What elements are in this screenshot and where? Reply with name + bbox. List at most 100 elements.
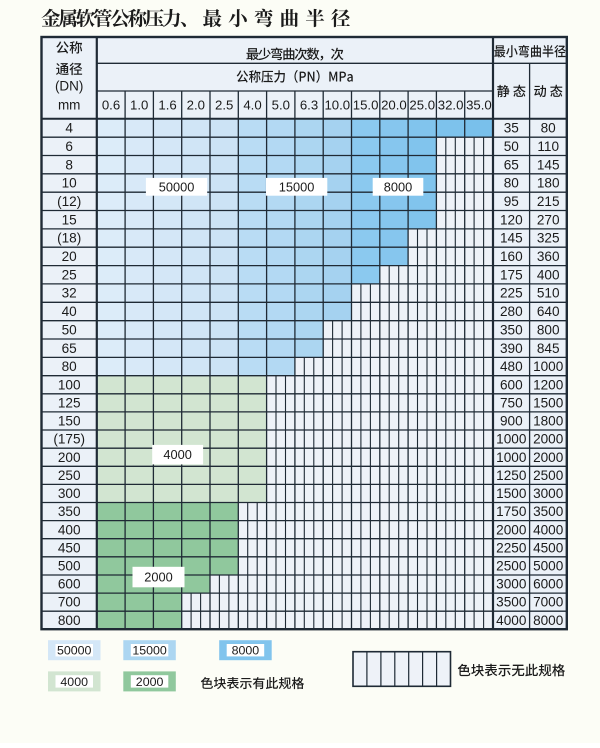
svg-text:1750: 1750: [496, 504, 527, 519]
svg-text:360: 360: [537, 249, 560, 264]
svg-text:3500: 3500: [496, 595, 527, 610]
svg-text:2.5: 2.5: [215, 98, 233, 113]
svg-text:1000: 1000: [496, 450, 527, 465]
svg-text:25.0: 25.0: [409, 98, 435, 113]
svg-text:280: 280: [500, 304, 523, 319]
svg-text:180: 180: [537, 176, 560, 191]
svg-text:215: 215: [537, 194, 560, 209]
svg-text:80: 80: [541, 121, 557, 136]
svg-text:2000: 2000: [136, 675, 164, 689]
svg-text:4000: 4000: [533, 522, 564, 537]
svg-text:145: 145: [537, 157, 560, 172]
svg-text:(DN): (DN): [55, 79, 84, 94]
svg-text:125: 125: [58, 396, 81, 411]
svg-text:325: 325: [537, 231, 560, 246]
svg-text:145: 145: [500, 231, 523, 246]
svg-text:25: 25: [62, 267, 77, 282]
svg-text:2500: 2500: [533, 468, 564, 483]
svg-text:20.0: 20.0: [381, 98, 407, 113]
svg-text:600: 600: [500, 377, 523, 392]
svg-text:270: 270: [537, 212, 560, 227]
svg-text:6000: 6000: [533, 577, 564, 592]
svg-text:600: 600: [58, 577, 81, 592]
svg-text:1500: 1500: [533, 396, 564, 411]
svg-text:1500: 1500: [496, 486, 527, 501]
svg-text:50000: 50000: [57, 644, 92, 658]
svg-text:500: 500: [58, 559, 81, 574]
svg-text:1250: 1250: [496, 468, 527, 483]
svg-text:200: 200: [58, 450, 81, 465]
svg-text:1000: 1000: [533, 359, 564, 374]
svg-text:225: 225: [500, 286, 523, 301]
svg-text:5000: 5000: [533, 559, 564, 574]
svg-text:(12): (12): [57, 194, 81, 209]
svg-text:8000: 8000: [232, 644, 260, 658]
svg-text:80: 80: [504, 176, 520, 191]
svg-text:510: 510: [537, 286, 560, 301]
svg-text:900: 900: [500, 414, 523, 429]
svg-text:4500: 4500: [533, 540, 564, 555]
svg-text:350: 350: [58, 504, 81, 519]
svg-text:3500: 3500: [533, 504, 564, 519]
svg-text:15000: 15000: [132, 644, 167, 658]
svg-text:4000: 4000: [60, 675, 88, 689]
svg-text:65: 65: [504, 157, 519, 172]
svg-text:700: 700: [58, 595, 81, 610]
svg-text:250: 250: [58, 468, 81, 483]
svg-text:4000: 4000: [496, 613, 527, 628]
svg-text:40: 40: [62, 304, 78, 319]
svg-text:4.0: 4.0: [243, 98, 261, 113]
svg-text:35: 35: [504, 121, 519, 136]
svg-text:350: 350: [500, 322, 523, 337]
svg-text:15000: 15000: [279, 179, 315, 194]
svg-text:120: 120: [500, 212, 523, 227]
svg-text:2500: 2500: [496, 559, 527, 574]
svg-text:mm: mm: [58, 98, 81, 113]
svg-text:400: 400: [58, 522, 81, 537]
svg-text:450: 450: [58, 540, 81, 555]
svg-text:32: 32: [62, 286, 77, 301]
svg-text:15.0: 15.0: [353, 98, 379, 113]
svg-text:50: 50: [504, 139, 520, 154]
svg-text:6.3: 6.3: [300, 98, 318, 113]
svg-text:3000: 3000: [496, 577, 527, 592]
svg-text:390: 390: [500, 341, 523, 356]
svg-text:95: 95: [504, 194, 519, 209]
svg-text:7000: 7000: [533, 595, 564, 610]
svg-text:1.0: 1.0: [130, 98, 148, 113]
svg-text:0.6: 0.6: [102, 98, 120, 113]
svg-text:1800: 1800: [533, 414, 564, 429]
svg-text:480: 480: [500, 359, 523, 374]
svg-text:65: 65: [62, 341, 77, 356]
svg-text:10: 10: [62, 176, 78, 191]
svg-text:400: 400: [537, 267, 560, 282]
svg-text:8: 8: [65, 157, 73, 172]
svg-text:160: 160: [500, 249, 523, 264]
svg-text:1.6: 1.6: [158, 98, 176, 113]
svg-text:2.0: 2.0: [187, 98, 205, 113]
svg-text:1200: 1200: [533, 377, 564, 392]
svg-text:110: 110: [537, 139, 559, 154]
svg-text:80: 80: [62, 359, 78, 374]
svg-text:35.0: 35.0: [466, 98, 492, 113]
svg-text:8000: 8000: [384, 179, 412, 194]
svg-text:800: 800: [537, 322, 560, 337]
svg-text:800: 800: [58, 613, 81, 628]
svg-text:845: 845: [537, 341, 560, 356]
svg-text:4000: 4000: [163, 447, 191, 462]
svg-text:2000: 2000: [533, 450, 564, 465]
svg-text:3000: 3000: [533, 486, 564, 501]
svg-text:2000: 2000: [144, 570, 172, 585]
svg-text:32.0: 32.0: [438, 98, 464, 113]
svg-text:50: 50: [62, 322, 78, 337]
svg-text:1000: 1000: [496, 432, 527, 447]
svg-text:750: 750: [500, 396, 523, 411]
svg-text:15: 15: [62, 212, 77, 227]
svg-text:150: 150: [58, 414, 81, 429]
svg-text:2250: 2250: [496, 540, 527, 555]
svg-text:50000: 50000: [159, 179, 195, 194]
svg-text:8000: 8000: [533, 613, 564, 628]
svg-text:2000: 2000: [533, 432, 564, 447]
svg-text:100: 100: [58, 377, 81, 392]
svg-text:300: 300: [58, 486, 81, 501]
